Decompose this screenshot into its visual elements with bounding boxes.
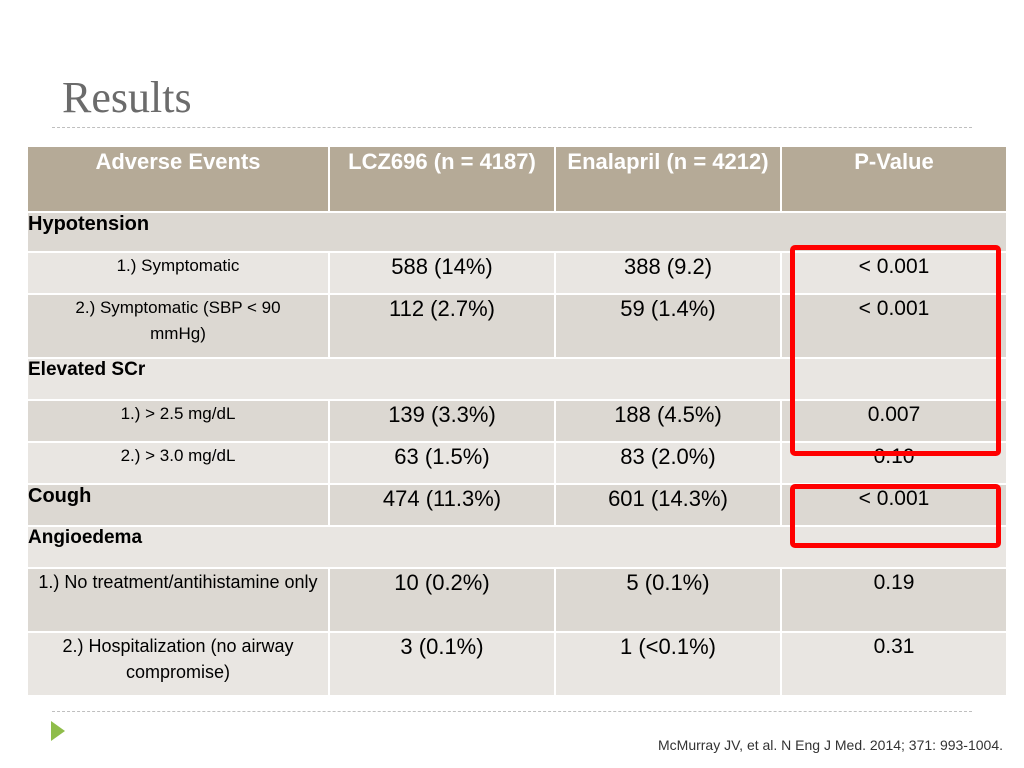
table-row: 1.) No treatment/antihistamine only 10 (… [26, 567, 1008, 633]
table-row: 2.) Hospitalization (no airway compromis… [26, 631, 1008, 697]
category-label: Cough [26, 483, 330, 527]
highlight-box-cough-p-value [790, 484, 1001, 548]
lcz-value: 63 (1.5%) [328, 441, 556, 485]
enalapril-value: 5 (0.1%) [554, 567, 782, 633]
p-value: 0.19 [780, 567, 1008, 633]
category-label: Hypotension [26, 211, 1008, 253]
p-value: < 0.001 [780, 483, 1008, 527]
event-label: 1.) No treatment/antihistamine only [26, 567, 330, 633]
enalapril-value: 388 (9.2) [554, 251, 782, 295]
event-label: 2.) Symptomatic (SBP < 90 mmHg) [26, 293, 330, 359]
header-enalapril: Enalapril (n = 4212) [554, 145, 782, 213]
header-p-value: P-Value [780, 145, 1008, 213]
category-label: Elevated SCr [26, 357, 1008, 401]
enalapril-value: 83 (2.0%) [554, 441, 782, 485]
p-value: 0.10 [780, 441, 1008, 485]
p-value: 0.007 [780, 399, 1008, 443]
p-value: 0.31 [780, 631, 1008, 697]
category-row-hypotension: Hypotension [26, 211, 1008, 253]
enalapril-value: 601 (14.3%) [554, 483, 782, 527]
table-row: 2.) > 3.0 mg/dL 63 (1.5%) 83 (2.0%) 0.10 [26, 441, 1008, 485]
category-row-elevated-scr: Elevated SCr [26, 357, 1008, 401]
triangle-bullet-icon [51, 721, 65, 741]
lcz-value: 10 (0.2%) [328, 567, 556, 633]
event-label: 1.) Symptomatic [26, 251, 330, 295]
event-label: 2.) > 3.0 mg/dL [26, 441, 330, 485]
slide-title: Results [62, 73, 192, 122]
p-value: < 0.001 [780, 293, 1008, 359]
adverse-events-table: Adverse Events LCZ696 (n = 4187) Enalapr… [26, 145, 1008, 697]
top-divider [52, 127, 972, 128]
table-row: 1.) > 2.5 mg/dL 139 (3.3%) 188 (4.5%) 0.… [26, 399, 1008, 443]
lcz-value: 112 (2.7%) [328, 293, 556, 359]
lcz-value: 3 (0.1%) [328, 631, 556, 697]
lcz-value: 588 (14%) [328, 251, 556, 295]
lcz-value: 474 (11.3%) [328, 483, 556, 527]
p-value: < 0.001 [780, 251, 1008, 295]
event-label: 1.) > 2.5 mg/dL [26, 399, 330, 443]
citation: McMurray JV, et al. N Eng J Med. 2014; 3… [658, 737, 1004, 753]
highlight-box-p-values [790, 245, 1001, 456]
table-row-cough: Cough 474 (11.3%) 601 (14.3%) < 0.001 [26, 483, 1008, 527]
header-adverse-events: Adverse Events [26, 145, 330, 213]
table-row: 1.) Symptomatic 588 (14%) 388 (9.2) < 0.… [26, 251, 1008, 295]
header-lcz696: LCZ696 (n = 4187) [328, 145, 556, 213]
enalapril-value: 188 (4.5%) [554, 399, 782, 443]
lcz-value: 139 (3.3%) [328, 399, 556, 443]
enalapril-value: 1 (<0.1%) [554, 631, 782, 697]
enalapril-value: 59 (1.4%) [554, 293, 782, 359]
table-header-row: Adverse Events LCZ696 (n = 4187) Enalapr… [26, 145, 1008, 213]
bottom-divider [52, 711, 972, 712]
table-row: 2.) Symptomatic (SBP < 90 mmHg) 112 (2.7… [26, 293, 1008, 359]
event-label: 2.) Hospitalization (no airway compromis… [26, 631, 330, 697]
